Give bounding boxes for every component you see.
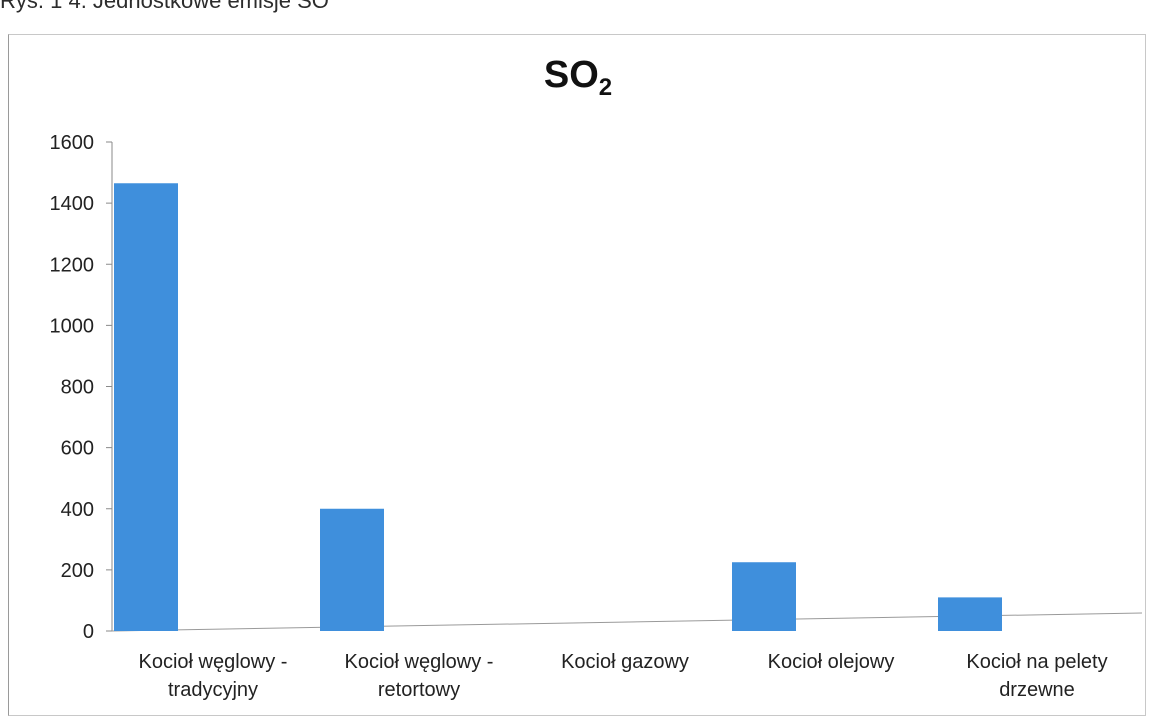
x-tick-label: Kocioł na pelety drzewne <box>966 651 1107 701</box>
figure-caption: Rys. 1 4. Jednostkowe emisje SO <box>0 0 329 13</box>
chart-title: SO2 <box>0 54 1156 102</box>
x-tick-label-line: Kocioł węglowy - <box>345 651 494 673</box>
y-tick-label: 200 <box>61 560 94 582</box>
chart-frame <box>8 34 1146 716</box>
x-tick-label-line: drzewne <box>999 679 1075 701</box>
y-tick-label: 1200 <box>50 254 95 276</box>
x-tick-label: Kocioł gazowy <box>561 651 689 673</box>
y-tick-label: 1000 <box>50 315 95 337</box>
x-tick-label: Kocioł węglowy - tradycyjny <box>139 651 288 701</box>
x-tick-label-line: retortowy <box>378 679 460 701</box>
bar <box>732 562 796 631</box>
x-tick-label-line: Kocioł gazowy <box>561 651 689 673</box>
x-tick-label-line: Kocioł węglowy - <box>139 651 288 673</box>
y-tick-label: 0 <box>83 621 94 643</box>
y-tick-label: 1400 <box>50 193 95 215</box>
x-tick-label-line: Kocioł na pelety <box>966 651 1107 673</box>
x-tick-label: Kocioł olejowy <box>768 651 895 673</box>
x-tick-label-line: tradycyjny <box>168 679 258 701</box>
x-tick-label: Kocioł węglowy - retortowy <box>345 651 494 701</box>
y-tick-label: 600 <box>61 438 94 460</box>
chart-title-main: SO <box>543 54 599 96</box>
bar <box>938 597 1002 631</box>
y-tick-label: 400 <box>61 499 94 521</box>
y-tick-label: 1600 <box>50 132 95 154</box>
chart-title-subscript: 2 <box>598 74 613 101</box>
bar <box>114 183 178 631</box>
x-tick-label-line: Kocioł olejowy <box>768 651 895 673</box>
y-tick-label: 800 <box>61 377 94 399</box>
bar <box>320 508 384 631</box>
